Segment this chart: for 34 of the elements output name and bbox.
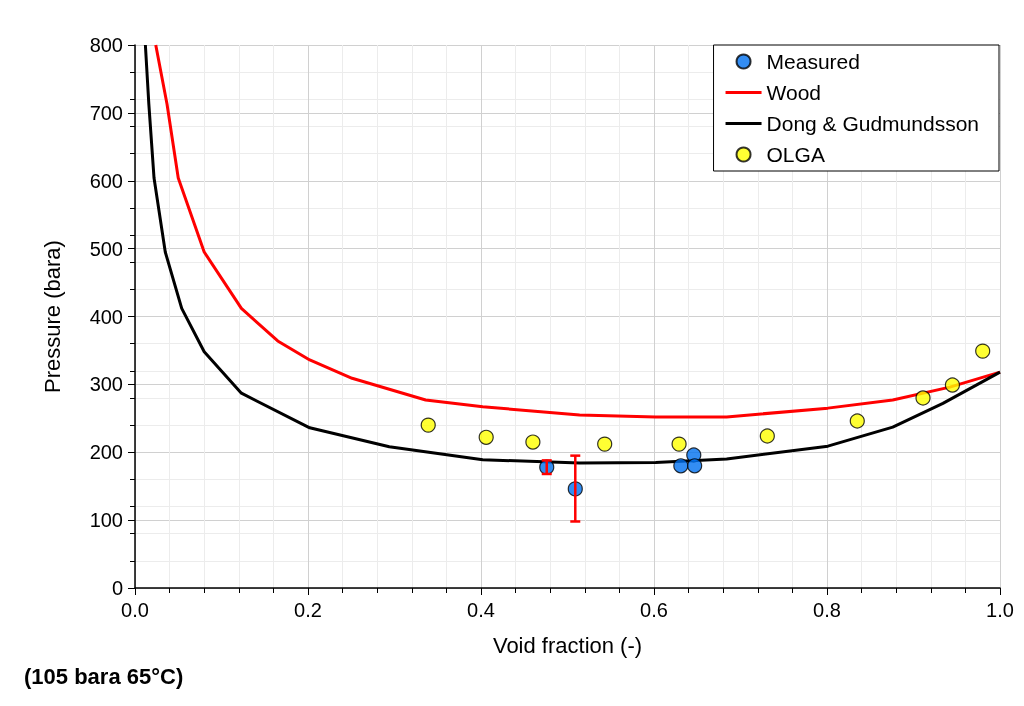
y-axis-title: Pressure (bara) [39, 240, 65, 393]
y-tick-label: 100 [89, 509, 123, 532]
y-tick-label: 500 [89, 237, 123, 260]
legend-label: OLGA [766, 143, 825, 166]
x-tick-label: 0.4 [467, 599, 495, 621]
point [687, 458, 703, 474]
point [478, 429, 494, 445]
text: (105 bara 65°C) [24, 664, 184, 690]
x-tick-label: 0.8 [813, 599, 841, 621]
x-tick-label: 0.0 [121, 599, 149, 621]
point [525, 434, 541, 450]
y-tick-label: 700 [89, 101, 123, 124]
x-tick-label: 0.6 [640, 599, 668, 621]
y-tick-label: 300 [89, 373, 123, 396]
point [975, 343, 991, 359]
point [915, 390, 931, 406]
x-tick-label: 0.2 [294, 599, 322, 621]
legend-label: Wood [766, 81, 822, 104]
y-tick-label: 800 [89, 34, 123, 56]
y-tick-label: 200 [89, 441, 123, 464]
point [597, 436, 613, 452]
point [673, 458, 689, 474]
y-tick-label: 600 [89, 169, 123, 192]
x-tick-label: 1.0 [986, 599, 1014, 621]
y-tick-label: 400 [89, 305, 123, 328]
point [849, 413, 865, 429]
x-axis-title: Void fraction (-) [492, 632, 643, 658]
point [944, 377, 961, 393]
legend-label: Measured [766, 50, 860, 73]
legend-label: Dong & Gudmundsson [766, 112, 980, 135]
point [759, 428, 775, 444]
y-tick-label: 0 [111, 577, 123, 599]
point [671, 436, 687, 452]
point [420, 417, 436, 433]
